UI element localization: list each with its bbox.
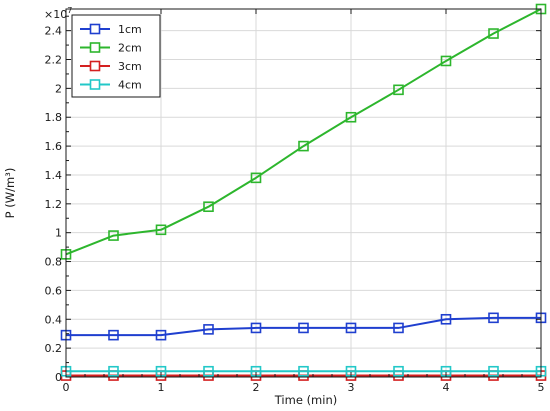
y-tick-label: 1.4 bbox=[45, 169, 63, 182]
y-tick-label: 1 bbox=[55, 227, 62, 240]
legend-label: 1cm bbox=[118, 23, 142, 36]
data-point bbox=[155, 329, 167, 341]
x-axis-label: Time (min) bbox=[274, 393, 337, 407]
y-tick-label: 0.6 bbox=[45, 284, 63, 297]
legend-swatch-marker bbox=[89, 23, 101, 35]
x-tick-label: 0 bbox=[63, 381, 70, 394]
legend-item: 3cm bbox=[80, 60, 142, 73]
data-point bbox=[203, 365, 214, 377]
y-tick-label: 0 bbox=[55, 371, 62, 384]
data-point bbox=[345, 111, 357, 123]
data-point bbox=[203, 201, 214, 213]
series-layer bbox=[60, 3, 547, 381]
x-tick-label: 5 bbox=[538, 381, 545, 394]
x-tick-label: 4 bbox=[443, 381, 450, 394]
legend-swatch-marker bbox=[89, 42, 101, 53]
y-axis-label: P (W/m³) bbox=[3, 168, 17, 219]
y-tick-label: 2 bbox=[55, 82, 62, 95]
data-point bbox=[108, 365, 119, 377]
data-point bbox=[345, 322, 357, 334]
data-point bbox=[298, 365, 309, 377]
data-point bbox=[250, 172, 262, 184]
y-tick-label: 1.8 bbox=[45, 111, 63, 124]
data-point bbox=[488, 312, 499, 324]
y-tick-label: 2.2 bbox=[45, 54, 63, 67]
y-axis-multiplier: ×107 bbox=[44, 6, 72, 21]
y-tick-label: 1.6 bbox=[45, 140, 63, 153]
data-point bbox=[298, 140, 309, 152]
data-point bbox=[393, 322, 404, 334]
data-point bbox=[393, 365, 404, 377]
series-1cm bbox=[60, 312, 547, 341]
data-point bbox=[108, 329, 119, 341]
data-point bbox=[203, 324, 214, 335]
legend-swatch-marker bbox=[89, 79, 101, 90]
y-tick-label: 2.4 bbox=[45, 25, 63, 38]
x-tick-label: 1 bbox=[158, 381, 165, 394]
legend-item: 2cm bbox=[80, 42, 142, 55]
data-point bbox=[250, 322, 262, 334]
legend-swatch-marker bbox=[89, 60, 101, 72]
data-point bbox=[298, 322, 309, 334]
legend-label: 2cm bbox=[118, 42, 142, 55]
legend-label: 3cm bbox=[118, 60, 142, 73]
data-point bbox=[488, 365, 499, 377]
legend: 1cm 2cm 3cm 4cm bbox=[71, 14, 161, 98]
data-point bbox=[488, 28, 499, 39]
series-line bbox=[66, 316, 541, 337]
data-point bbox=[440, 55, 452, 67]
x-tick-label: 3 bbox=[348, 381, 355, 394]
data-point bbox=[440, 313, 452, 325]
series-line bbox=[65, 8, 542, 256]
legend-item: 1cm bbox=[80, 23, 142, 36]
x-tick-label: 2 bbox=[253, 381, 260, 394]
series-2cm bbox=[60, 3, 547, 260]
series-4cm bbox=[60, 365, 547, 377]
y-tick-label: 0.8 bbox=[45, 256, 63, 269]
y-axis-multiplier-exponent: 7 bbox=[67, 6, 72, 15]
y-tick-label: 0.2 bbox=[45, 342, 63, 355]
data-point bbox=[108, 230, 119, 241]
plot-frame bbox=[65, 8, 542, 378]
axis-ticks: 0 1 2 3 4 5 0 0.2 0.4 0.6 0.8 1 1.2 1.4 1.6 1.8 2 2.2 2.4 bbox=[45, 9, 545, 394]
y-tick-label: 1.2 bbox=[45, 198, 63, 211]
y-axis-multiplier-base: ×10 bbox=[44, 8, 67, 21]
legend-item: 4cm bbox=[80, 79, 142, 92]
y-tick-label: 0.4 bbox=[45, 313, 63, 326]
data-point bbox=[393, 84, 404, 96]
legend-label: 4cm bbox=[118, 79, 142, 92]
data-point bbox=[155, 224, 167, 236]
